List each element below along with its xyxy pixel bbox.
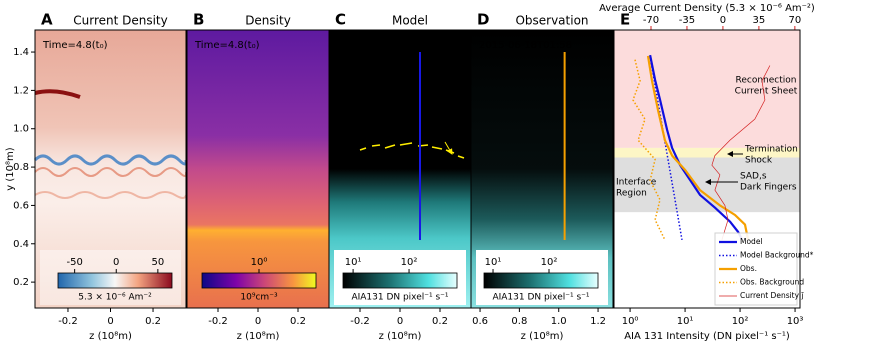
colorbar — [483, 272, 599, 289]
image-b — [187, 30, 329, 308]
x-tick-label: 10³ — [787, 316, 804, 327]
x2-tick-label: 0 — [720, 15, 726, 26]
x-tick-label: 1.0 — [551, 316, 567, 327]
panel-frame — [34, 29, 187, 309]
series-line — [632, 59, 666, 241]
x-tick-label: -0.2 — [208, 316, 228, 327]
colorbar-label: AIA131 DN pixel⁻¹ s⁻¹ — [351, 293, 448, 303]
legend-label: Model Background* — [740, 251, 814, 260]
x-tick-label: 0 — [107, 316, 113, 327]
x-tick-label: 0.2 — [290, 316, 306, 327]
y-axis-label: y (10⁸m) — [5, 147, 16, 190]
x-tick-label: 0 — [255, 316, 261, 327]
region-label: Region — [616, 189, 647, 199]
panel-letter: D — [477, 11, 489, 29]
colorbar-tick-label: 50 — [151, 257, 164, 268]
annotation: TS front — [429, 130, 470, 141]
region — [614, 30, 800, 148]
wave — [34, 167, 188, 177]
x2-axis-label: Average Current Density (5.3 × 10⁻⁶ Am⁻²… — [599, 3, 815, 14]
panel-title: Current Density — [73, 14, 168, 28]
annotation: Dark Fingers — [740, 183, 797, 193]
x-tick-label: 10² — [732, 316, 749, 327]
region-label: Interface — [616, 178, 657, 188]
legend-label: Current Density j̄ — [740, 291, 804, 300]
wave — [33, 154, 188, 166]
x-tick-label: 0.8 — [511, 316, 527, 327]
series-line — [711, 65, 771, 241]
colorbar-label: AIA131 DN pixel⁻¹ s⁻¹ — [492, 293, 589, 303]
panel-frame — [613, 29, 801, 309]
x-tick-label: -0.2 — [350, 316, 370, 327]
annotation: SAD,s — [740, 172, 767, 182]
colorbar-tick-label: 0 — [113, 257, 119, 268]
y-tick-label: 0.6 — [13, 200, 29, 211]
x-tick-label: 10¹ — [677, 316, 694, 327]
region-label: Shock — [745, 156, 773, 166]
panel-letter: B — [193, 11, 204, 29]
panel-frame — [470, 29, 614, 309]
panel-title: Density — [245, 14, 291, 28]
wave — [34, 191, 187, 199]
colorbar — [342, 272, 458, 289]
x2-tick-label: 35 — [753, 15, 766, 26]
arrow — [444, 141, 453, 155]
x-axis-label: AIA 131 Intensity (DN pixel⁻¹ s⁻¹) — [624, 331, 790, 342]
panel-letter: C — [335, 11, 346, 29]
x-tick-label: 0.2 — [432, 316, 448, 327]
x2-tick-label: -35 — [679, 15, 695, 26]
y-tick-label: 1.2 — [13, 85, 29, 96]
region — [614, 147, 800, 158]
x-tick-label: -0.2 — [58, 316, 78, 327]
colorbar-tick-label: 10⁰ — [251, 257, 268, 268]
y-tick-label: 1.4 — [13, 47, 29, 58]
region-label: Termination — [744, 145, 798, 155]
plot-layer: A Current Density Time=4.8(t₀) -0.2 0 0.2 z (1… — [5, 3, 815, 342]
x-tick-label: 0 — [397, 316, 403, 327]
y-tick-label: 0.2 — [13, 277, 29, 288]
x-axis-label: z (10⁸m) — [379, 331, 422, 342]
time-label: Time=4.8(t₀) — [194, 40, 260, 51]
colorbar-tick-label: 10¹ — [345, 257, 362, 268]
time-label: Time=4.8(t₀) — [42, 40, 108, 51]
x-axis-label: z (10⁸m) — [237, 331, 280, 342]
x2-tick-label: -70 — [643, 15, 659, 26]
colorbar — [201, 272, 317, 289]
legend-label: Obs. Background — [740, 278, 804, 287]
time-label: 2015-06-18T01:58 — [479, 40, 572, 51]
x-tick-label: 10⁰ — [622, 316, 639, 327]
region-label: Reconnection — [736, 76, 797, 86]
x-axis-label: z (10⁸m) — [521, 331, 564, 342]
colorbar-tick-label: 10¹ — [485, 257, 502, 268]
panel-letter: E — [620, 11, 630, 29]
legend-label: Obs. — [740, 264, 757, 273]
panel-title: Observation — [515, 14, 588, 28]
x-tick-label: 0.2 — [145, 316, 161, 327]
x-tick-label: 1.2 — [590, 316, 606, 327]
colorbar-tick-label: -50 — [66, 257, 82, 268]
y-tick-label: 1.0 — [13, 124, 29, 135]
colorbar — [57, 272, 173, 289]
colorbar-tick-label: 10² — [541, 257, 558, 268]
colorbar-label: 10⁹cm⁻³ — [240, 293, 278, 303]
region-label: Current Sheet — [735, 87, 798, 97]
panel-title: Model — [392, 14, 428, 28]
x2-tick-label: 70 — [788, 15, 801, 26]
x-tick-label: 0.6 — [472, 316, 488, 327]
y-tick-label: 0.8 — [13, 162, 29, 173]
colorbar-tick-label: 10² — [401, 257, 418, 268]
legend-label: Model — [740, 237, 763, 246]
series-line — [649, 54, 744, 241]
colorbar-label: 5.3 × 10⁻⁶ Am⁻² — [78, 293, 152, 303]
series-line — [646, 55, 750, 241]
regions — [614, 30, 800, 213]
streak — [34, 89, 81, 99]
y-tick-label: 0.4 — [13, 239, 29, 250]
time-label: Time=4.8(t₀) — [336, 40, 402, 51]
panel-letter: A — [41, 11, 53, 29]
x-axis-label: z (10⁸m) — [89, 331, 132, 342]
